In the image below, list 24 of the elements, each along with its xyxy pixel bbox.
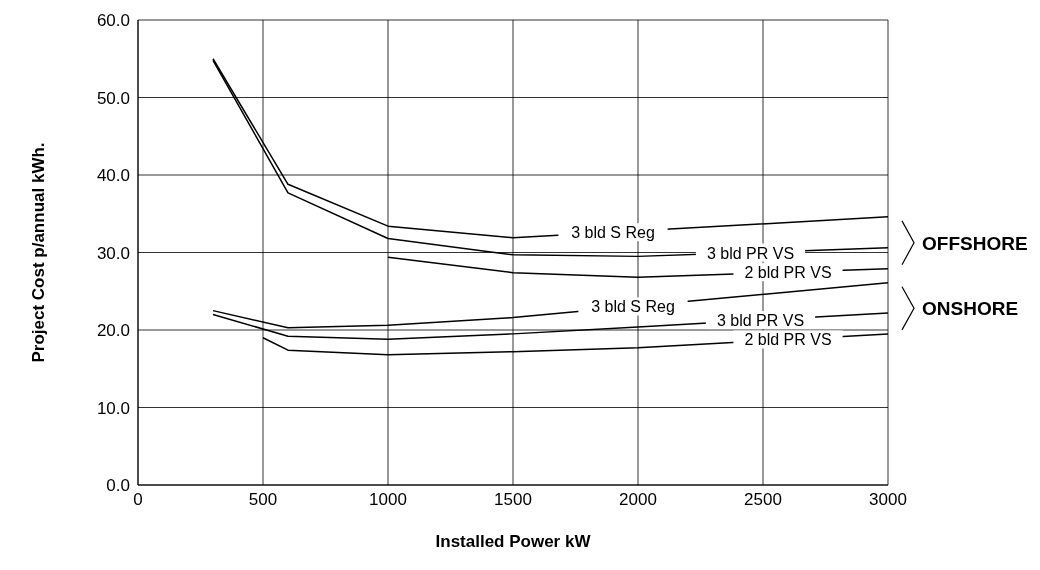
y-tick-label: 20.0	[96, 321, 130, 341]
series-label: 3 bld S Reg	[591, 298, 675, 316]
y-tick-label: 30.0	[96, 243, 130, 263]
x-tick-label: 1500	[494, 490, 532, 510]
y-tick-label: 10.0	[96, 398, 130, 418]
x-tick-label: 1000	[369, 490, 407, 510]
y-tick-label: 50.0	[96, 88, 130, 108]
y-tick-label: 40.0	[96, 166, 130, 186]
y-tick-label: 0.0	[106, 476, 130, 496]
series-label: 2 bld PR VS	[744, 331, 832, 349]
series-label: 3 bld S Reg	[571, 224, 655, 242]
x-tick-label: 0	[133, 490, 143, 510]
x-tick-label: 2500	[744, 490, 782, 510]
x-axis-title: Installed Power kW	[435, 532, 592, 551]
text: ONSHORE	[922, 298, 1019, 320]
series-label: 3 bld PR VS	[706, 244, 795, 262]
y-tick-label: 60.0	[96, 11, 130, 31]
y-axis-title: Project Cost p/annual kWh.	[29, 142, 49, 363]
series-label: 2 bld PR VS	[744, 264, 832, 282]
series-label: 3 bld PR VS	[716, 312, 805, 330]
text: OFFSHORE	[922, 232, 1028, 254]
x-tick-label: 2000	[619, 490, 657, 510]
x-tick-label: 3000	[869, 490, 907, 510]
x-tick-label: 500	[248, 490, 278, 510]
